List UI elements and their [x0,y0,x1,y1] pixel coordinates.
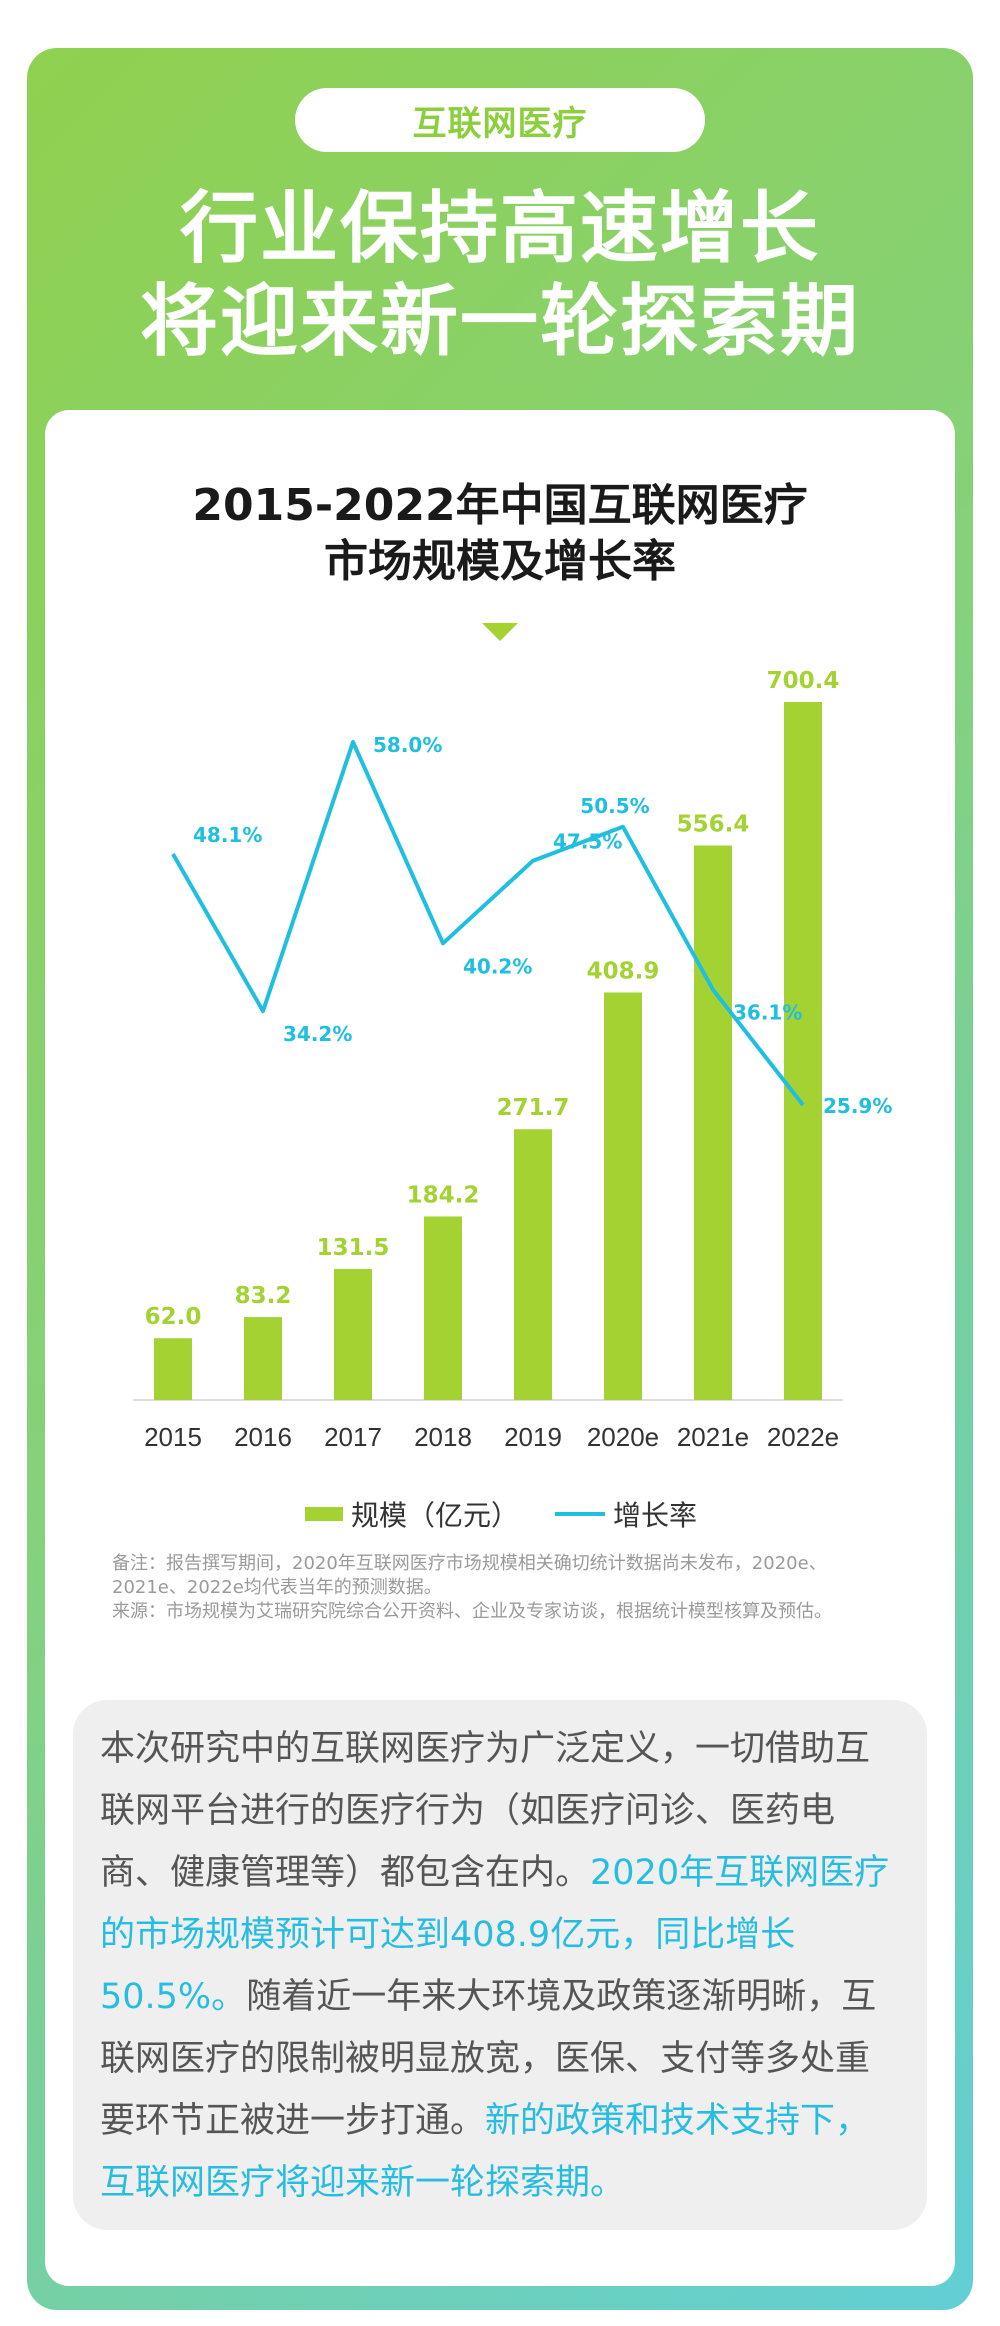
line-label-2019: 47.5% [553,830,622,854]
description-part-2: 随着近一年来大环境及政策逐渐明晰，互联网医疗的限制被明显放宽，医保、支付等多处重… [100,1977,877,2141]
line-label-2018: 40.2% [463,954,532,978]
description-part-1: 本次研究中的互联网医疗为广泛定义，一切借助互联网平台进行的医疗行为（如医疗问诊、… [100,1729,871,1893]
bar-2016 [244,1317,282,1400]
bar-2019 [514,1129,552,1400]
legend-line-label: 增长率 [613,1499,698,1532]
bar-2020e [604,992,642,1400]
line-label-2015: 48.1% [193,823,262,847]
line-label-2021e: 36.1% [733,1001,802,1025]
headline-line-1: 行业保持高速增长 [179,184,820,274]
bar-label-2022e: 700.4 [767,668,840,694]
legend-item-line: 增长率 [555,1494,697,1534]
x-tick-2018: 2018 [414,1422,472,1452]
x-tick-2022e: 2022e [767,1422,839,1452]
description-box [73,1700,927,2230]
bar-2017 [334,1268,372,1400]
line-label-2020e: 50.5% [580,794,649,818]
legend-bar-label: 规模（亿元） [351,1499,520,1532]
chart-title-line-1: 2015-2022年中国互联网医疗 [192,480,808,531]
legend-bar-swatch [305,1507,343,1521]
bar-2022e [784,702,822,1400]
x-tick-2017: 2017 [324,1422,382,1452]
line-label-2016: 34.2% [283,1022,352,1046]
chart-legend: 规模（亿元） 增长率 [305,1494,697,1534]
chart-title-line-2: 市场规模及增长率 [324,536,676,587]
source-text: 来源：市场规模为艾瑞研究院综合公开资料、企业及专家访谈，根据统计模型核算及预估。 [112,1601,832,1622]
x-tick-2015: 2015 [144,1422,202,1452]
line-label-2017: 58.0% [373,733,442,757]
chart-notes: 备注：报告撰写期间，2020年互联网医疗市场规模相关确切统计数据尚未发布，202… [112,1552,892,1624]
headline-line-2: 将迎来新一轮探索期 [139,277,860,367]
description-highlight-1: 2020年互联网医疗的市场规模预计可达到408.9亿元，同比增长50.5%。 [100,1853,890,2017]
bar-label-2019: 271.7 [497,1095,570,1121]
x-tick-2020e: 2020e [587,1422,659,1452]
bar-label-2017: 131.5 [317,1235,390,1261]
bar-label-2021e: 556.4 [677,812,750,838]
note-text: 备注：报告撰写期间，2020年互联网医疗市场规模相关确切统计数据尚未发布，202… [112,1553,827,1598]
description-text: 本次研究中的互联网医疗为广泛定义，一切借助互联网平台进行的医疗行为（如医疗问诊、… [100,1718,900,2214]
bar-label-2018: 184.2 [407,1182,480,1208]
legend-item-bar: 规模（亿元） [305,1494,519,1534]
bar-2021e [694,845,732,1400]
bar-label-2016: 83.2 [235,1283,292,1309]
bar-label-2020e: 408.9 [587,959,660,985]
x-tick-2016: 2016 [234,1422,292,1452]
growth-rate-line [171,740,805,1107]
line-label-2022e: 25.9% [823,1094,892,1118]
down-triangle-icon [482,623,518,641]
bar-label-2015: 62.0 [145,1304,202,1330]
legend-line-swatch [555,1512,606,1516]
description-highlight-2: 新的政策和技术支持下，互联网医疗将迎来新一轮探索期。 [100,2101,871,2203]
x-tick-2019: 2019 [504,1422,562,1452]
bar-2015 [154,1338,192,1400]
x-tick-2021e: 2021e [677,1422,749,1452]
bar-2018 [424,1216,462,1400]
section-tag: 互联网医疗 [295,88,705,152]
